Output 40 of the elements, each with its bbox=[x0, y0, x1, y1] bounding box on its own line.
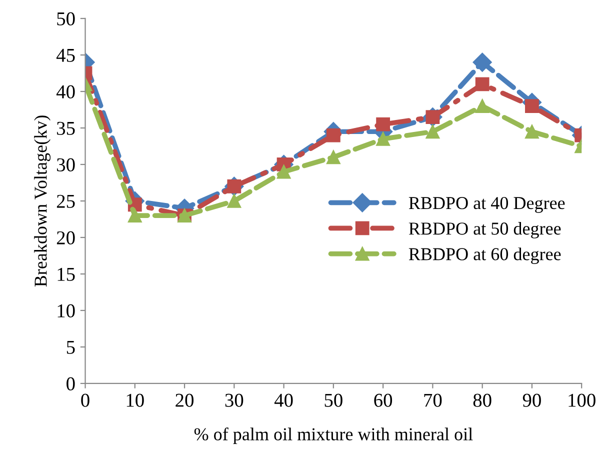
legend-label: RBDPO at 60 degree bbox=[408, 248, 561, 264]
y-tick-label: 30 bbox=[57, 158, 75, 172]
x-tick-label: 40 bbox=[274, 394, 293, 407]
point bbox=[128, 208, 142, 223]
point bbox=[326, 128, 340, 142]
point bbox=[472, 52, 492, 72]
y-tick-label: 35 bbox=[57, 122, 75, 135]
point bbox=[276, 164, 291, 179]
point bbox=[227, 194, 242, 208]
point bbox=[326, 150, 340, 164]
x-tick-label: 30 bbox=[225, 394, 244, 407]
x-tick-label: 10 bbox=[126, 394, 144, 407]
y-tick-label: 0 bbox=[66, 377, 75, 390]
x-tick-label: 0 bbox=[81, 394, 90, 407]
y-tick-label: 20 bbox=[56, 231, 75, 244]
legend-label: RBDPO at 40 Degree bbox=[408, 196, 565, 213]
x-tick-label: 80 bbox=[473, 394, 492, 407]
point bbox=[525, 99, 539, 114]
y-tick-label: 10 bbox=[58, 304, 75, 318]
x-tick-label: 70 bbox=[424, 394, 442, 407]
point bbox=[475, 77, 490, 92]
y-tick-label: 45 bbox=[56, 48, 75, 62]
x-tick-label: 60 bbox=[374, 394, 392, 407]
x-tick-label: 20 bbox=[176, 394, 194, 407]
point bbox=[376, 117, 390, 132]
y-tick-label: 5 bbox=[66, 340, 75, 354]
x-tick-label: 100 bbox=[568, 394, 596, 407]
legend-label: RBDPO at 50 degree bbox=[408, 222, 561, 238]
y-tick-label: 25 bbox=[56, 194, 75, 208]
y-tick-label: 40 bbox=[56, 85, 75, 98]
point bbox=[525, 124, 539, 139]
x-tick-label: 50 bbox=[324, 394, 342, 407]
point bbox=[475, 99, 490, 114]
y-tick-label: 50 bbox=[57, 12, 75, 26]
x-axis-title: % of palm oil mixture with mineral oil bbox=[194, 427, 473, 444]
y-tick-label: 15 bbox=[58, 268, 75, 281]
x-tick-label: 90 bbox=[522, 394, 541, 407]
point bbox=[426, 124, 440, 139]
y-axis-title: Breakdown Voltage(kv) bbox=[34, 116, 51, 287]
point bbox=[376, 132, 390, 146]
